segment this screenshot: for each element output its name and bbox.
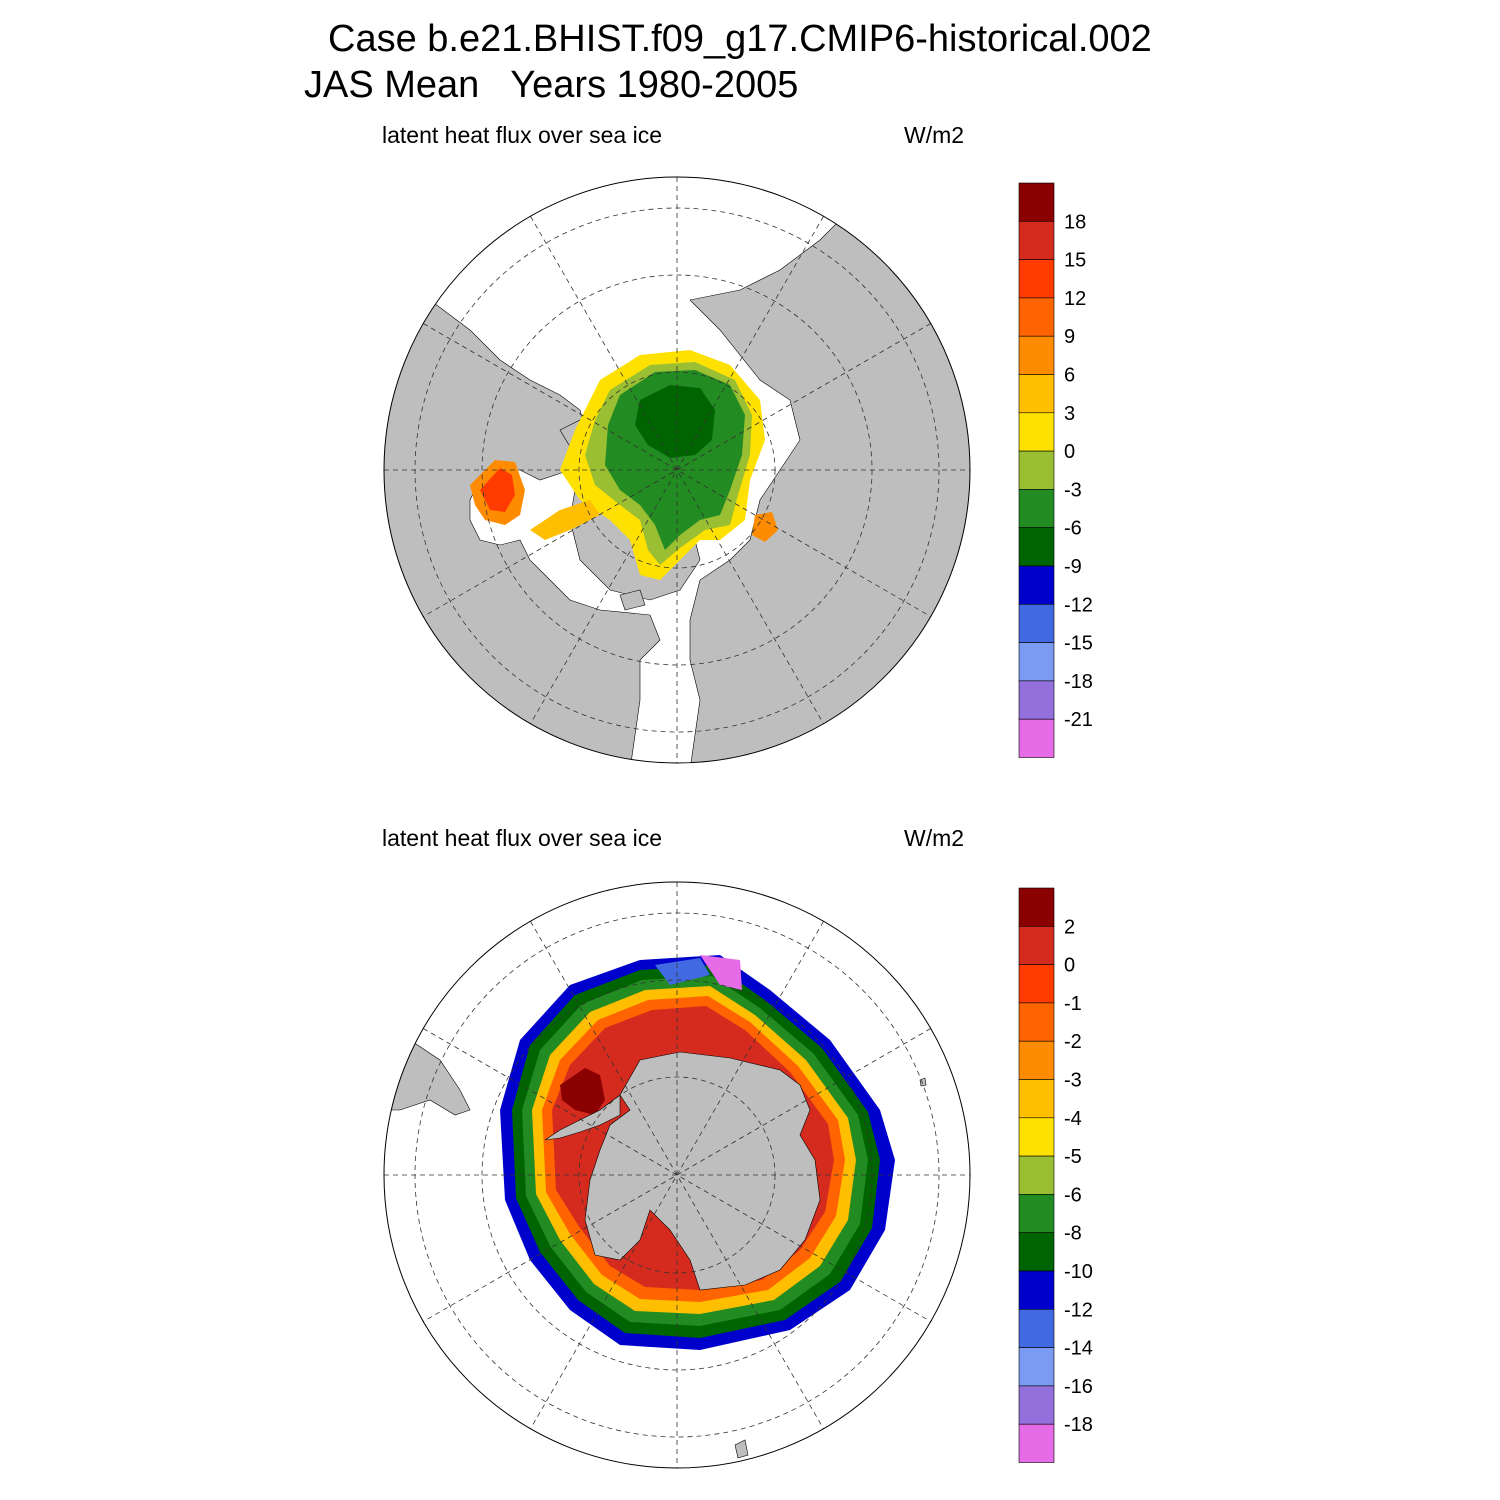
colorbar-box [1018,1155,1055,1195]
north-graticule [384,177,970,763]
north-colorbar: 18 15 12 9 6 3 0 -3 -6 -9 -12 -15 -18 -21 [1018,182,1093,758]
colorbar-box [1018,1232,1055,1272]
colorbar-tick-label: -6 [1064,518,1082,540]
colorbar-box [1018,1423,1055,1463]
colorbar-box [1018,489,1055,528]
colorbar-tick-label: -3 [1064,1070,1082,1092]
south-panel-units: W/m2 [904,825,965,851]
figure-title-line1: Case b.e21.BHIST.f09_g17.CMIP6-historica… [328,18,1152,60]
colorbar-box [1018,527,1055,567]
colorbar-box [1018,1347,1055,1387]
colorbar-box [1018,182,1055,222]
south-graticule [384,882,970,1468]
north-america-land [384,299,661,763]
colorbar-tick-label: 2 [1064,916,1075,938]
colorbar-box [1018,680,1055,720]
colorbar-tick-label: 12 [1064,288,1086,310]
south-map-border [383,881,971,1469]
colorbar-box [1018,1385,1055,1425]
colorbar-tick-label: -18 [1064,1414,1093,1436]
colorbar-box [1018,1117,1055,1157]
baffin-ice [530,500,600,540]
colorbar-tick-label: -21 [1064,709,1093,731]
colorbar-tick-label: 0 [1064,955,1075,977]
north-panel-title: latent heat flux over sea ice [382,122,662,148]
colorbar-box [1018,1079,1055,1119]
colorbar-tick-label: 3 [1064,403,1075,425]
ice-edge-blue [655,958,710,985]
colorbar-tick-label: 9 [1064,326,1075,348]
antarctic-peninsula [544,1094,621,1141]
colorbar-tick-label: -16 [1064,1376,1093,1398]
ice-contour-neg9 [635,385,715,458]
colorbar-box [1018,297,1055,337]
colorbar-tick-label: -5 [1064,1146,1082,1168]
colorbar-box [1018,259,1055,299]
colorbar-box [1018,565,1055,605]
colorbar-tick-label: -9 [1064,556,1082,578]
weddell-warm-core [560,1068,605,1115]
colorbar-tick-label: 0 [1064,441,1075,463]
antarctica-land [584,1051,821,1291]
colorbar-box [1018,1002,1055,1042]
colorbar-box [1018,335,1055,375]
colorbar-tick-label: -4 [1064,1108,1082,1130]
colorbar-box [1018,642,1055,682]
colorbar-tick-label: -10 [1064,1261,1093,1283]
colorbar-box [1018,1194,1055,1234]
colorbar-tick-label: -3 [1064,479,1082,501]
colorbar-box [1018,925,1055,965]
hudson-bay-ice-core [480,468,515,512]
colorbar-box [1018,221,1055,260]
south-colorbar: 2 0 -1 -2 -3 -4 -5 -6 -8 -10 -12 -14 -16 -18 [1018,887,1093,1463]
colorbar-box [1018,450,1055,490]
colorbar-tick-label: 6 [1064,365,1075,387]
barents-ice-edge [752,512,778,542]
colorbar-tick-label: -8 [1064,1223,1082,1245]
north-map-border [383,176,971,764]
south-panel-title: latent heat flux over sea ice [382,825,662,851]
colorbar-tick-label: -2 [1064,1031,1082,1053]
north-polar-map [383,176,971,764]
colorbar-box [1018,964,1055,1004]
north-panel-units: W/m2 [904,122,965,148]
ice-edge-pink [700,955,742,990]
colorbar-tick-label: -18 [1064,671,1093,693]
colorbar-box [1018,1270,1055,1310]
colorbar-tick-label: -15 [1064,633,1093,655]
colorbar-box [1018,1040,1055,1080]
figure-title-line2: JAS Mean Years 1980-2005 [304,64,799,106]
iceland-land [619,589,646,611]
island [734,1439,749,1459]
colorbar-tick-label: 18 [1064,211,1086,233]
colorbar-box [1018,603,1055,643]
colorbar-box [1018,887,1055,927]
colorbar-box [1018,374,1055,414]
colorbar-box [1018,1309,1055,1348]
colorbar-tick-label: -6 [1064,1184,1082,1206]
colorbar-tick-label: -12 [1064,594,1093,616]
colorbar-tick-label: 15 [1064,250,1086,272]
colorbar-tick-label: -14 [1064,1338,1093,1360]
colorbar-box [1018,718,1055,758]
south-polar-map [383,881,971,1469]
colorbar-box [1018,412,1055,452]
colorbar-tick-label: -1 [1064,993,1082,1015]
colorbar-tick-label: -12 [1064,1299,1093,1321]
